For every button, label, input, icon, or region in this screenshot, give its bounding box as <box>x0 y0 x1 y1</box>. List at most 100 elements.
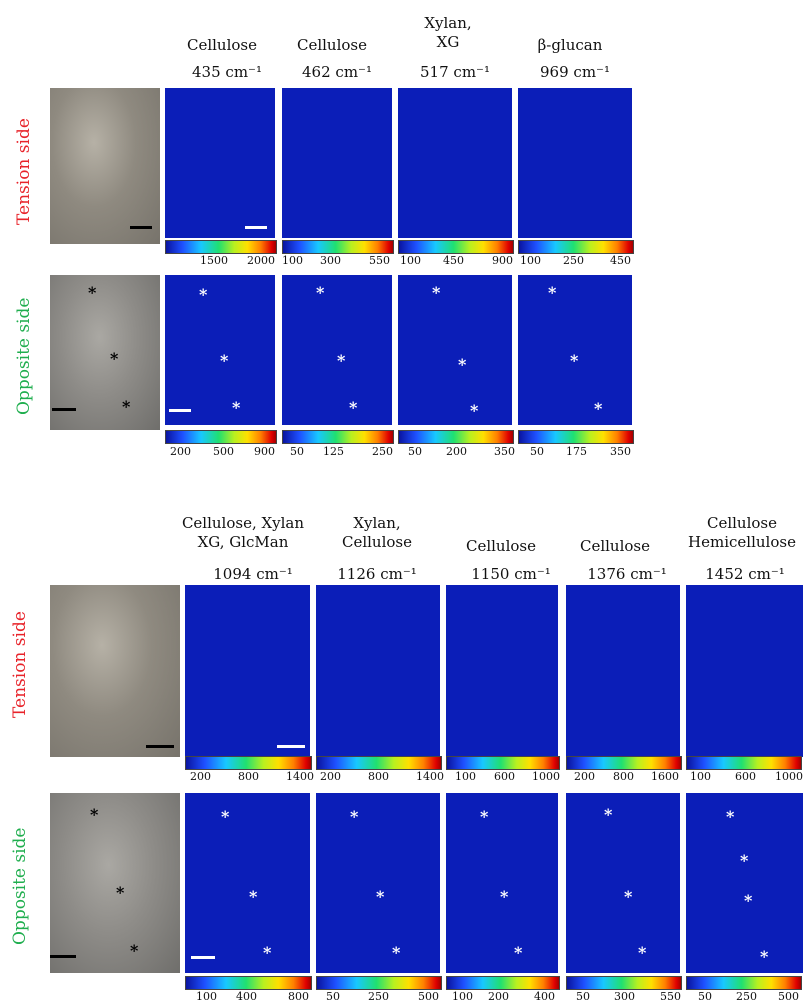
colorbar-tick: 550 <box>369 254 390 267</box>
scale-bar <box>245 226 267 229</box>
header-line2: XG, GlcMan <box>197 533 289 551</box>
colorbar-tick: 1600 <box>651 770 679 783</box>
header-line1: Cellulose <box>465 537 536 555</box>
colorbar <box>566 976 682 990</box>
lumen-marker: * <box>249 887 258 906</box>
header-col-5: Cellulose Hemicellulose <box>682 514 802 552</box>
colorbar <box>165 240 277 254</box>
lumen-marker: * <box>740 851 749 870</box>
row-label-tension: Tension side <box>10 611 30 718</box>
raman-map-tension-1452 <box>686 585 803 757</box>
colorbar-tick: 800 <box>613 770 634 783</box>
raman-map-opposite-517: * * * <box>398 275 512 425</box>
header-line1: Cellulose <box>296 36 367 54</box>
colorbar-tick: 250 <box>563 254 584 267</box>
raman-map-opposite-1452: * * * * <box>686 793 803 973</box>
header-line2: Cellulose <box>341 533 412 551</box>
colorbar <box>518 240 634 254</box>
raman-map-tension-1376 <box>566 585 680 757</box>
colorbar-tick: 1400 <box>416 770 444 783</box>
scale-bar <box>50 955 76 958</box>
raman-map-opposite-462: * * * <box>282 275 392 425</box>
lumen-marker: * <box>116 883 125 902</box>
lumen-marker: * <box>726 807 735 826</box>
header-col-3: Xylan, XG <box>398 14 498 52</box>
scale-bar <box>130 226 152 229</box>
colorbar-tick: 600 <box>735 770 756 783</box>
colorbar-tick: 350 <box>610 445 631 458</box>
lumen-marker: * <box>432 283 441 302</box>
header-line1: β-glucan <box>537 36 603 54</box>
colorbar-tick: 100 <box>520 254 541 267</box>
wavenumber-col-2: 1126 cm⁻¹ <box>337 565 417 583</box>
lumen-marker: * <box>500 887 509 906</box>
raman-map-tension-517 <box>398 88 512 238</box>
lumen-marker: * <box>744 891 753 910</box>
colorbar-tick: 800 <box>368 770 389 783</box>
colorbar <box>282 430 394 444</box>
colorbar <box>518 430 634 444</box>
scale-bar <box>146 745 174 748</box>
colorbar <box>316 756 442 770</box>
lumen-marker: * <box>638 943 647 962</box>
lumen-marker: * <box>130 941 139 960</box>
header-line1: Xylan, <box>424 14 472 32</box>
raman-map-opposite-1150: * * * <box>446 793 558 973</box>
colorbar-tick: 125 <box>323 445 344 458</box>
colorbar-tick: 200 <box>488 990 509 1003</box>
colorbar-tick: 100 <box>196 990 217 1003</box>
colorbar-tick: 450 <box>610 254 631 267</box>
header-line1: Cellulose <box>186 36 257 54</box>
colorbar-tick: 900 <box>492 254 513 267</box>
colorbar-tick: 250 <box>372 445 393 458</box>
wavenumber-col-1: 1094 cm⁻¹ <box>213 565 293 583</box>
colorbar-tick: 250 <box>368 990 389 1003</box>
colorbar-tick: 350 <box>494 445 515 458</box>
raman-map-tension-1126 <box>316 585 440 757</box>
scale-bar <box>52 408 76 411</box>
lumen-marker: * <box>110 349 119 368</box>
colorbar-tick: 50 <box>408 445 422 458</box>
colorbar <box>686 976 802 990</box>
raman-map-tension-435 <box>165 88 275 238</box>
colorbar <box>282 240 394 254</box>
lumen-marker: * <box>199 285 208 304</box>
colorbar-tick: 50 <box>326 990 340 1003</box>
lumen-marker: * <box>337 351 346 370</box>
lumen-marker: * <box>316 283 325 302</box>
colorbar <box>185 976 312 990</box>
colorbar-tick: 200 <box>170 445 191 458</box>
colorbar-tick: 100 <box>690 770 711 783</box>
colorbar-tick: 250 <box>736 990 757 1003</box>
colorbar <box>446 756 560 770</box>
raman-map-opposite-435: * * * <box>165 275 275 425</box>
wavenumber-col-3: 517 cm⁻¹ <box>420 63 490 81</box>
lumen-marker: * <box>514 943 523 962</box>
lumen-marker: * <box>470 401 479 420</box>
colorbar <box>446 976 560 990</box>
wavenumber-col-2: 462 cm⁻¹ <box>302 63 372 81</box>
micrograph-opposite: * * * <box>50 275 160 430</box>
header-col-2: Cellulose <box>282 36 382 55</box>
wavenumber-col-5: 1452 cm⁻¹ <box>705 565 785 583</box>
lumen-marker: * <box>349 398 358 417</box>
scale-bar <box>277 745 305 748</box>
header-line1: Cellulose <box>706 514 777 532</box>
wavenumber-col-3: 1150 cm⁻¹ <box>471 565 551 583</box>
header-line1: Cellulose <box>579 537 650 555</box>
lumen-marker: * <box>350 807 359 826</box>
lumen-marker: * <box>122 397 131 416</box>
header-col-1: Cellulose <box>172 36 272 55</box>
colorbar-tick: 600 <box>494 770 515 783</box>
raman-map-opposite-1126: * * * <box>316 793 440 973</box>
colorbar-tick: 50 <box>698 990 712 1003</box>
raman-map-tension-462 <box>282 88 392 238</box>
colorbar-tick: 200 <box>190 770 211 783</box>
lumen-marker: * <box>392 943 401 962</box>
header-col-4: β-glucan <box>520 36 620 55</box>
colorbar-tick: 200 <box>574 770 595 783</box>
raman-map-opposite-1094: * * * <box>185 793 310 973</box>
colorbar-tick: 50 <box>530 445 544 458</box>
lumen-marker: * <box>624 887 633 906</box>
colorbar-tick: 1400 <box>286 770 314 783</box>
